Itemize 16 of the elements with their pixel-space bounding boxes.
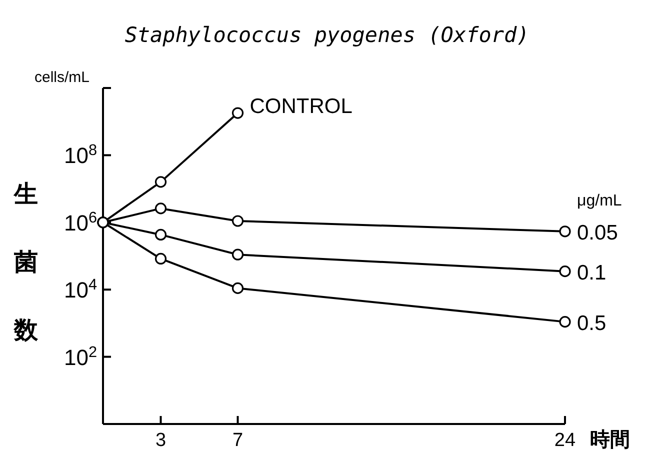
series-label: 0.5 bbox=[577, 312, 606, 335]
x-axis-title: 時間 bbox=[590, 429, 630, 451]
y-tick-label: 10$^{6}$ bbox=[64, 208, 97, 236]
text: 生菌数 bbox=[14, 181, 38, 344]
x-tick-label: 7 bbox=[232, 430, 244, 451]
text: cells/mL bbox=[34, 69, 90, 86]
series-label: 0.1 bbox=[577, 261, 606, 284]
y-tick-label: 10$^{8}$ bbox=[64, 142, 97, 168]
series-label: 0.05 bbox=[577, 221, 618, 244]
y-tick-label: 10$^{2}$ bbox=[64, 343, 97, 370]
legend-title: μg/mL bbox=[577, 192, 622, 210]
series-label: CONTROL bbox=[250, 95, 352, 118]
y-tick-label: 10$^{4}$ bbox=[64, 276, 98, 303]
chart-title: Staphylococcus pyogenes (Oxford) bbox=[124, 23, 530, 47]
x-tick-label: 3 bbox=[155, 430, 166, 451]
x-tick-label: 24 bbox=[554, 430, 576, 451]
